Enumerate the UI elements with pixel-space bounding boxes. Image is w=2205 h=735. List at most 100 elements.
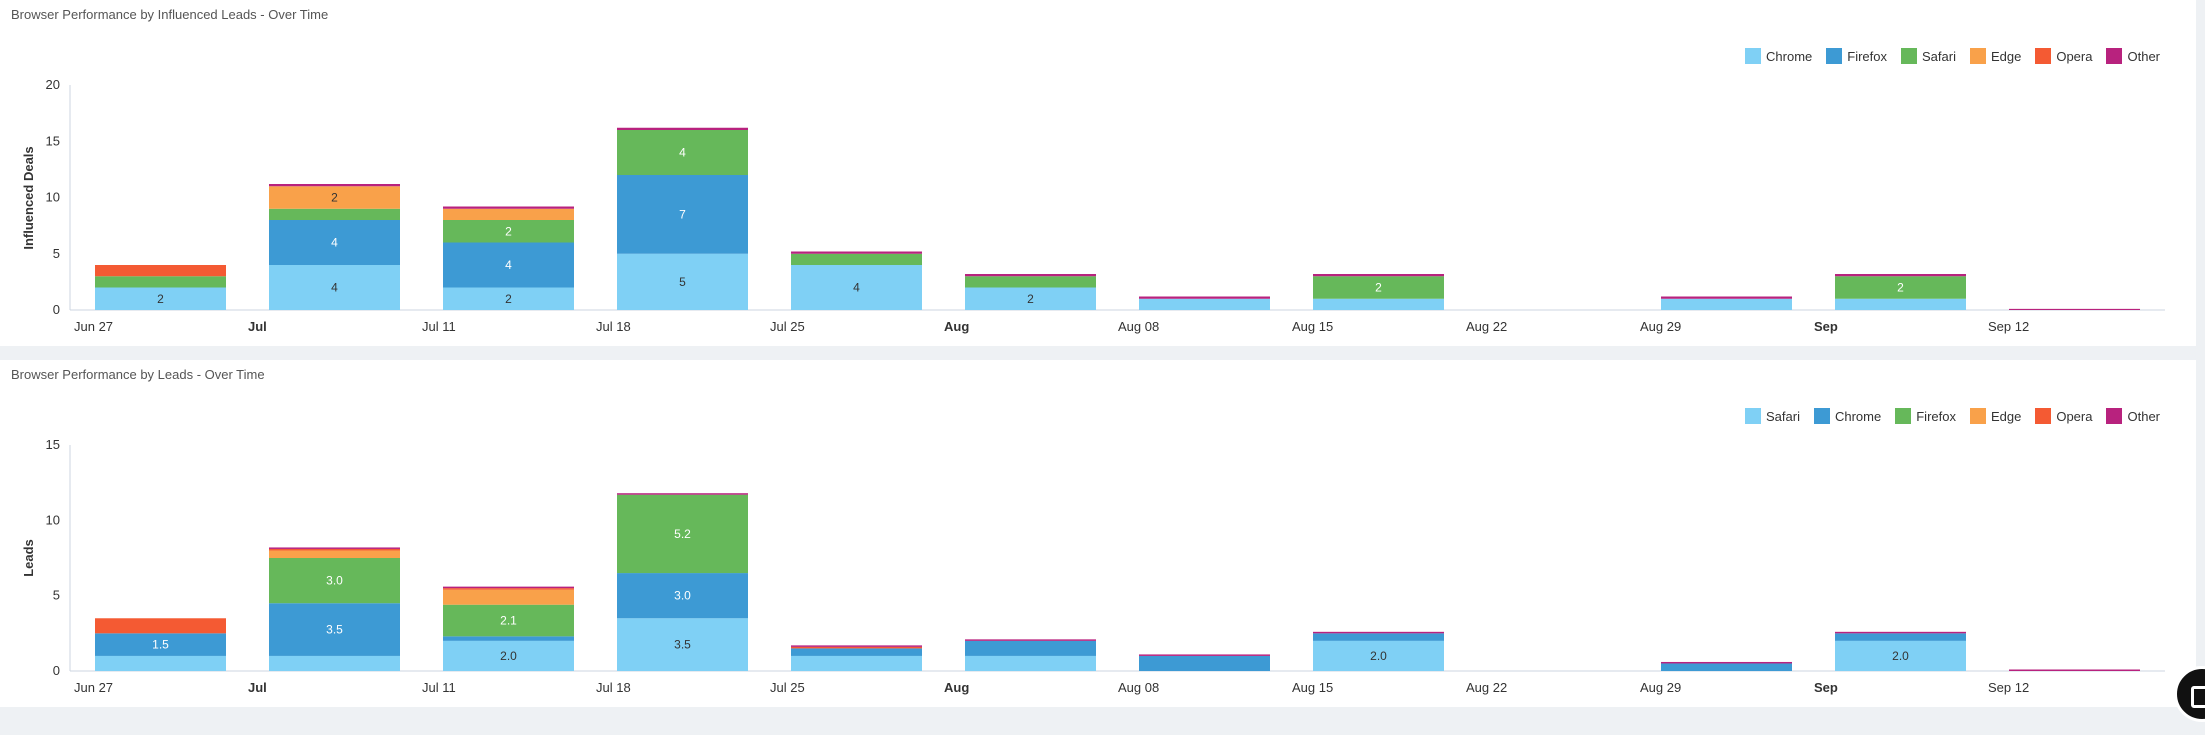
bar-segment-sep-chrome[interactable] (1835, 298, 1966, 310)
bar-segment-aug-29-other[interactable] (1661, 661, 1792, 664)
legend-item-safari[interactable]: Safari (1901, 48, 1956, 64)
bar-segment-aug-15-safari[interactable] (1313, 276, 1444, 299)
legend-item-firefox[interactable]: Firefox (1826, 48, 1887, 64)
x-tick-label: Aug 08 (1118, 319, 1159, 334)
data-label: 2 (157, 292, 164, 306)
bar-segment-jul-18-firefox[interactable] (617, 175, 748, 254)
legend-item-chrome[interactable]: Chrome (1745, 48, 1812, 64)
bar-segment-sep-12-other[interactable] (2009, 308, 2140, 310)
bar-segment-jul-11-safari[interactable] (443, 640, 574, 671)
legend-item-opera[interactable]: Opera (2035, 408, 2092, 424)
bar-segment-sep-12-other[interactable] (2009, 669, 2140, 671)
bar-segment-jul-11-opera[interactable] (443, 588, 574, 590)
bar-segment-sep-chrome[interactable] (1835, 633, 1966, 641)
bar-segment-jun-27-opera[interactable] (95, 618, 226, 634)
x-tick-label: Jul 25 (770, 680, 805, 695)
bar-segment-aug-15-chrome[interactable] (1313, 298, 1444, 310)
legend-item-chrome[interactable]: Chrome (1813, 408, 1881, 424)
bar-segment-jul-edge[interactable] (269, 550, 400, 558)
bar-segment-jul-other[interactable] (269, 547, 400, 549)
bar-segment-aug-safari[interactable] (965, 276, 1096, 288)
x-tick-label: Jul 11 (422, 680, 456, 695)
bar-segment-aug-08-other[interactable] (1139, 654, 1270, 656)
bar-segment-jun-27-safari[interactable] (95, 276, 226, 288)
bar-segment-jul-11-edge[interactable] (443, 589, 574, 605)
bar-segment-sep-safari[interactable] (1835, 276, 1966, 299)
bar-segment-jun-27-chrome[interactable] (95, 287, 226, 311)
bar-segment-jul-18-safari[interactable] (617, 130, 748, 175)
legend-label: Opera (2056, 408, 2093, 424)
bar-segment-jul-firefox[interactable] (269, 220, 400, 265)
bar-segment-aug-15-safari[interactable] (1313, 640, 1444, 671)
bar-segment-aug-15-other[interactable] (1313, 274, 1444, 277)
bar-segment-jul-25-chrome[interactable] (791, 648, 922, 656)
bar-segment-jul-other[interactable] (269, 184, 400, 187)
bar-segment-jul-25-safari[interactable] (791, 655, 922, 671)
data-label: 2.0 (1370, 649, 1387, 663)
bar-segment-aug-safari[interactable] (965, 655, 1096, 671)
bar-segment-jul-18-chrome[interactable] (617, 253, 748, 310)
data-label: 5 (679, 275, 686, 289)
bar-segment-aug-08-chrome[interactable] (1139, 298, 1270, 310)
bar-segment-jul-opera[interactable] (269, 548, 400, 551)
bar-segment-jul-safari[interactable] (269, 655, 400, 671)
bar-segment-jul-safari[interactable] (269, 208, 400, 220)
data-label: 2 (1375, 281, 1382, 295)
bar-segment-jul-25-opera[interactable] (791, 646, 922, 649)
bar-segment-aug-other[interactable] (965, 274, 1096, 277)
bar-segment-jul-18-other[interactable] (617, 127, 748, 130)
y-tick-label: 20 (46, 77, 60, 92)
legend-item-opera[interactable]: Opera (2035, 48, 2092, 64)
bar-segment-jul-18-other[interactable] (617, 493, 748, 495)
bar-segment-jul-11-firefox[interactable] (443, 604, 574, 637)
bar-segment-jul-18-safari[interactable] (617, 618, 748, 671)
bar-segment-jul-11-edge[interactable] (443, 208, 574, 220)
legend-item-firefox[interactable]: Firefox (1895, 408, 1956, 424)
bar-segment-jun-27-chrome[interactable] (95, 633, 226, 656)
bar-segment-jul-11-firefox[interactable] (443, 242, 574, 288)
legend-label: Other (2127, 408, 2160, 424)
bar-segment-jul-11-safari[interactable] (443, 220, 574, 243)
bar-segment-jul-25-chrome[interactable] (791, 265, 922, 310)
bar-segment-jul-18-chrome[interactable] (617, 573, 748, 619)
bar-segment-jul-11-other[interactable] (443, 206, 574, 209)
bar-segment-aug-29-chrome[interactable] (1661, 663, 1792, 671)
legend-item-other[interactable]: Other (2106, 408, 2160, 424)
x-tick-label: Jul (248, 680, 267, 695)
bar-segment-jul-18-firefox[interactable] (617, 494, 748, 574)
legend-item-safari[interactable]: Safari (1745, 408, 1800, 424)
bar-segment-aug-29-chrome[interactable] (1661, 298, 1792, 310)
bar-segment-aug-15-chrome[interactable] (1313, 633, 1444, 641)
bar-segment-aug-08-chrome[interactable] (1139, 655, 1270, 671)
bar-segment-aug-08-other[interactable] (1139, 296, 1270, 299)
bar-segment-sep-other[interactable] (1835, 274, 1966, 277)
bar-segment-jun-27-opera[interactable] (95, 265, 226, 277)
y-tick-label: 10 (46, 190, 60, 205)
bar-segment-jul-edge[interactable] (269, 186, 400, 209)
bar-segment-sep-other[interactable] (1835, 631, 1966, 634)
bar-segment-jul-11-chrome[interactable] (443, 636, 574, 641)
legend-item-other[interactable]: Other (2106, 48, 2160, 64)
legend-swatch (1969, 48, 1986, 64)
bar-segment-jul-chrome[interactable] (269, 603, 400, 656)
legend-item-edge[interactable]: Edge (1969, 48, 2021, 64)
bar-segment-jul-11-chrome[interactable] (443, 287, 574, 311)
legend-swatch (2035, 48, 2052, 64)
y-axis-label: Leads (21, 539, 36, 577)
bar-segment-aug-15-other[interactable] (1313, 631, 1444, 634)
legend-item-edge[interactable]: Edge (1969, 408, 2021, 424)
bar-segment-jul-25-other[interactable] (791, 645, 922, 647)
bar-segment-aug-29-other[interactable] (1661, 296, 1792, 299)
bar-segment-jul-11-other[interactable] (443, 586, 574, 589)
bar-segment-aug-other[interactable] (965, 639, 1096, 641)
bar-segment-aug-chrome[interactable] (965, 287, 1096, 311)
bar-segment-jul-chrome[interactable] (269, 265, 400, 310)
legend-label: Safari (1922, 48, 1956, 64)
bar-segment-jun-27-safari[interactable] (95, 655, 226, 671)
bar-segment-sep-safari[interactable] (1835, 640, 1966, 671)
legend-swatch (1901, 48, 1917, 64)
bar-segment-jul-firefox[interactable] (269, 558, 400, 604)
bar-segment-aug-chrome[interactable] (965, 640, 1096, 656)
bar-segment-jul-25-safari[interactable] (791, 253, 922, 265)
bar-segment-jul-25-other[interactable] (791, 251, 922, 254)
